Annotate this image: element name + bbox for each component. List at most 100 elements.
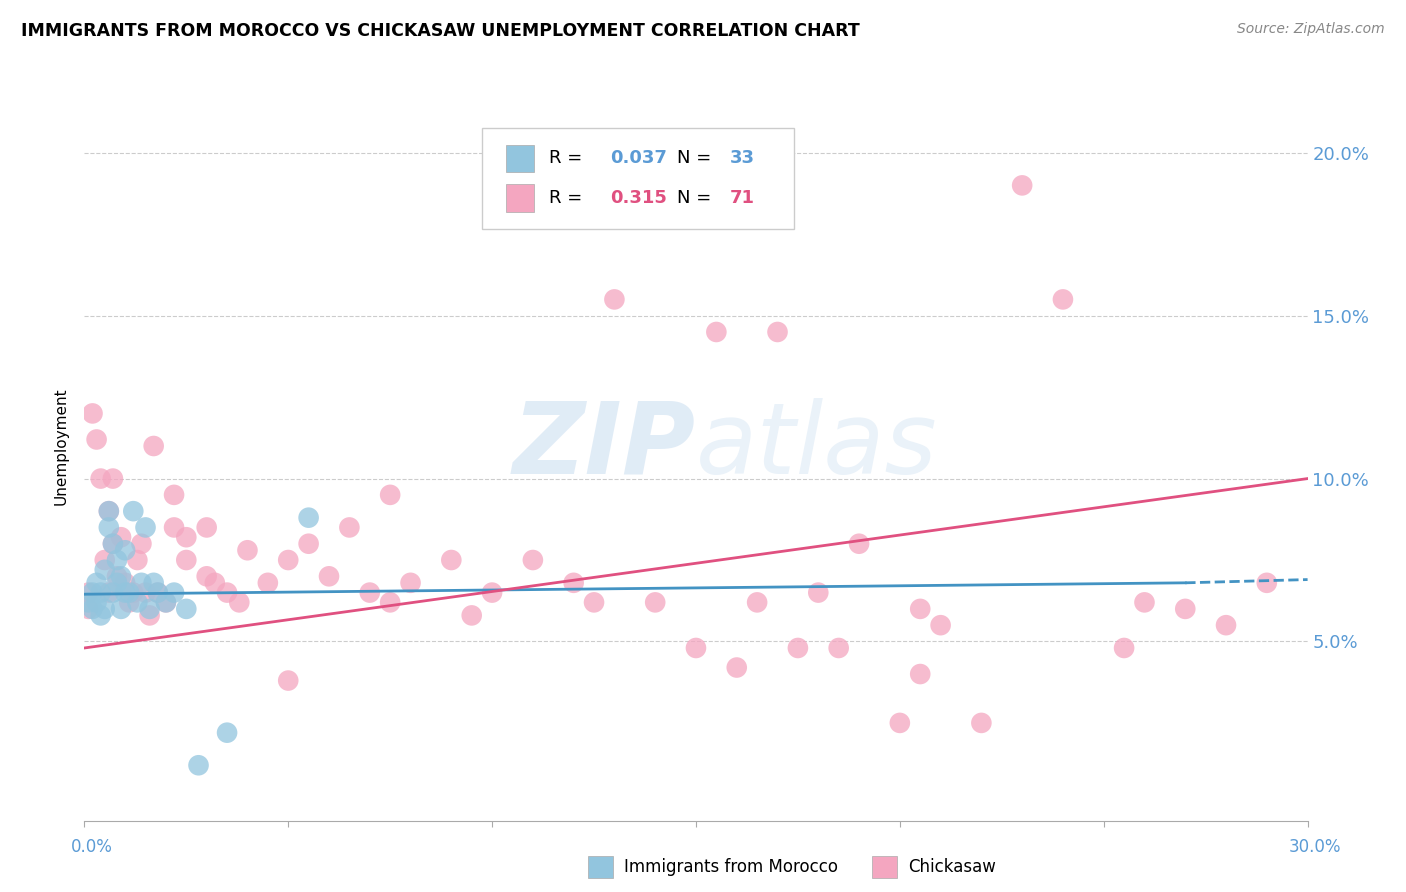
Point — [807, 585, 830, 599]
Point — [1114, 640, 1136, 655]
Point — [118, 595, 141, 609]
Point — [101, 472, 124, 486]
Text: 0.0%: 0.0% — [70, 838, 112, 855]
Point — [142, 439, 165, 453]
Point — [217, 585, 239, 599]
Point — [138, 608, 160, 623]
Point — [848, 537, 870, 551]
Point — [339, 520, 361, 534]
Point — [110, 530, 132, 544]
Point — [77, 595, 100, 609]
Point — [97, 585, 120, 599]
Y-axis label: Unemployment: Unemployment — [53, 387, 69, 505]
Text: 30.0%: 30.0% — [1288, 838, 1341, 855]
Point — [174, 553, 197, 567]
Point — [114, 543, 136, 558]
Point — [146, 585, 169, 599]
FancyBboxPatch shape — [482, 128, 794, 228]
Point — [146, 585, 169, 599]
Point — [583, 595, 606, 609]
Point — [135, 520, 157, 534]
Point — [138, 602, 160, 616]
Point — [93, 563, 115, 577]
Point — [97, 520, 120, 534]
Point — [131, 537, 153, 551]
Point — [787, 640, 810, 655]
Point — [298, 510, 321, 524]
Point — [522, 553, 544, 567]
Point — [481, 585, 503, 599]
Text: N =: N = — [678, 149, 717, 168]
Point — [318, 569, 340, 583]
Point — [110, 602, 132, 616]
Text: 0.037: 0.037 — [610, 149, 666, 168]
Point — [118, 585, 141, 599]
Point — [204, 575, 226, 590]
Point — [93, 602, 115, 616]
Point — [105, 569, 128, 583]
Text: R =: R = — [550, 149, 588, 168]
Point — [440, 553, 463, 567]
Point — [828, 640, 851, 655]
Text: 0.315: 0.315 — [610, 189, 666, 207]
Text: 71: 71 — [730, 189, 755, 207]
Point — [174, 530, 197, 544]
Point — [766, 325, 789, 339]
Point — [86, 575, 108, 590]
Point — [131, 575, 153, 590]
Point — [110, 569, 132, 583]
Point — [725, 660, 748, 674]
Point — [77, 602, 100, 616]
Point — [1215, 618, 1237, 632]
Point — [217, 725, 239, 739]
Point — [174, 602, 197, 616]
Point — [562, 575, 585, 590]
Point — [277, 673, 299, 688]
Point — [277, 553, 299, 567]
Point — [77, 585, 100, 599]
Point — [82, 406, 104, 420]
Point — [399, 575, 422, 590]
Point — [1174, 602, 1197, 616]
Point — [90, 472, 112, 486]
Point — [644, 595, 666, 609]
Point — [97, 504, 120, 518]
Text: 33: 33 — [730, 149, 755, 168]
Point — [122, 585, 145, 599]
Point — [929, 618, 952, 632]
Point — [122, 504, 145, 518]
Point — [155, 595, 177, 609]
Text: IMMIGRANTS FROM MOROCCO VS CHICKASAW UNEMPLOYMENT CORRELATION CHART: IMMIGRANTS FROM MOROCCO VS CHICKASAW UNE… — [21, 22, 860, 40]
Text: R =: R = — [550, 189, 588, 207]
Point — [127, 595, 149, 609]
Point — [163, 520, 186, 534]
Point — [1052, 293, 1074, 307]
Point — [706, 325, 728, 339]
Point — [359, 585, 381, 599]
Point — [101, 537, 124, 551]
Point — [910, 602, 932, 616]
Text: ZIP: ZIP — [513, 398, 696, 494]
Point — [105, 553, 128, 567]
Point — [970, 715, 993, 730]
Point — [236, 543, 259, 558]
Point — [82, 585, 104, 599]
FancyBboxPatch shape — [506, 145, 534, 172]
Point — [86, 595, 108, 609]
Point — [101, 585, 124, 599]
Point — [114, 575, 136, 590]
Point — [90, 585, 112, 599]
Point — [105, 575, 128, 590]
Point — [187, 758, 209, 772]
Point — [135, 585, 157, 599]
Point — [114, 585, 136, 599]
Point — [461, 608, 484, 623]
Point — [82, 602, 104, 616]
Text: atlas: atlas — [696, 398, 938, 494]
Point — [127, 553, 149, 567]
Point — [101, 537, 124, 551]
Point — [163, 585, 186, 599]
Point — [298, 537, 321, 551]
Text: Immigrants from Morocco: Immigrants from Morocco — [624, 858, 838, 876]
Point — [142, 575, 165, 590]
